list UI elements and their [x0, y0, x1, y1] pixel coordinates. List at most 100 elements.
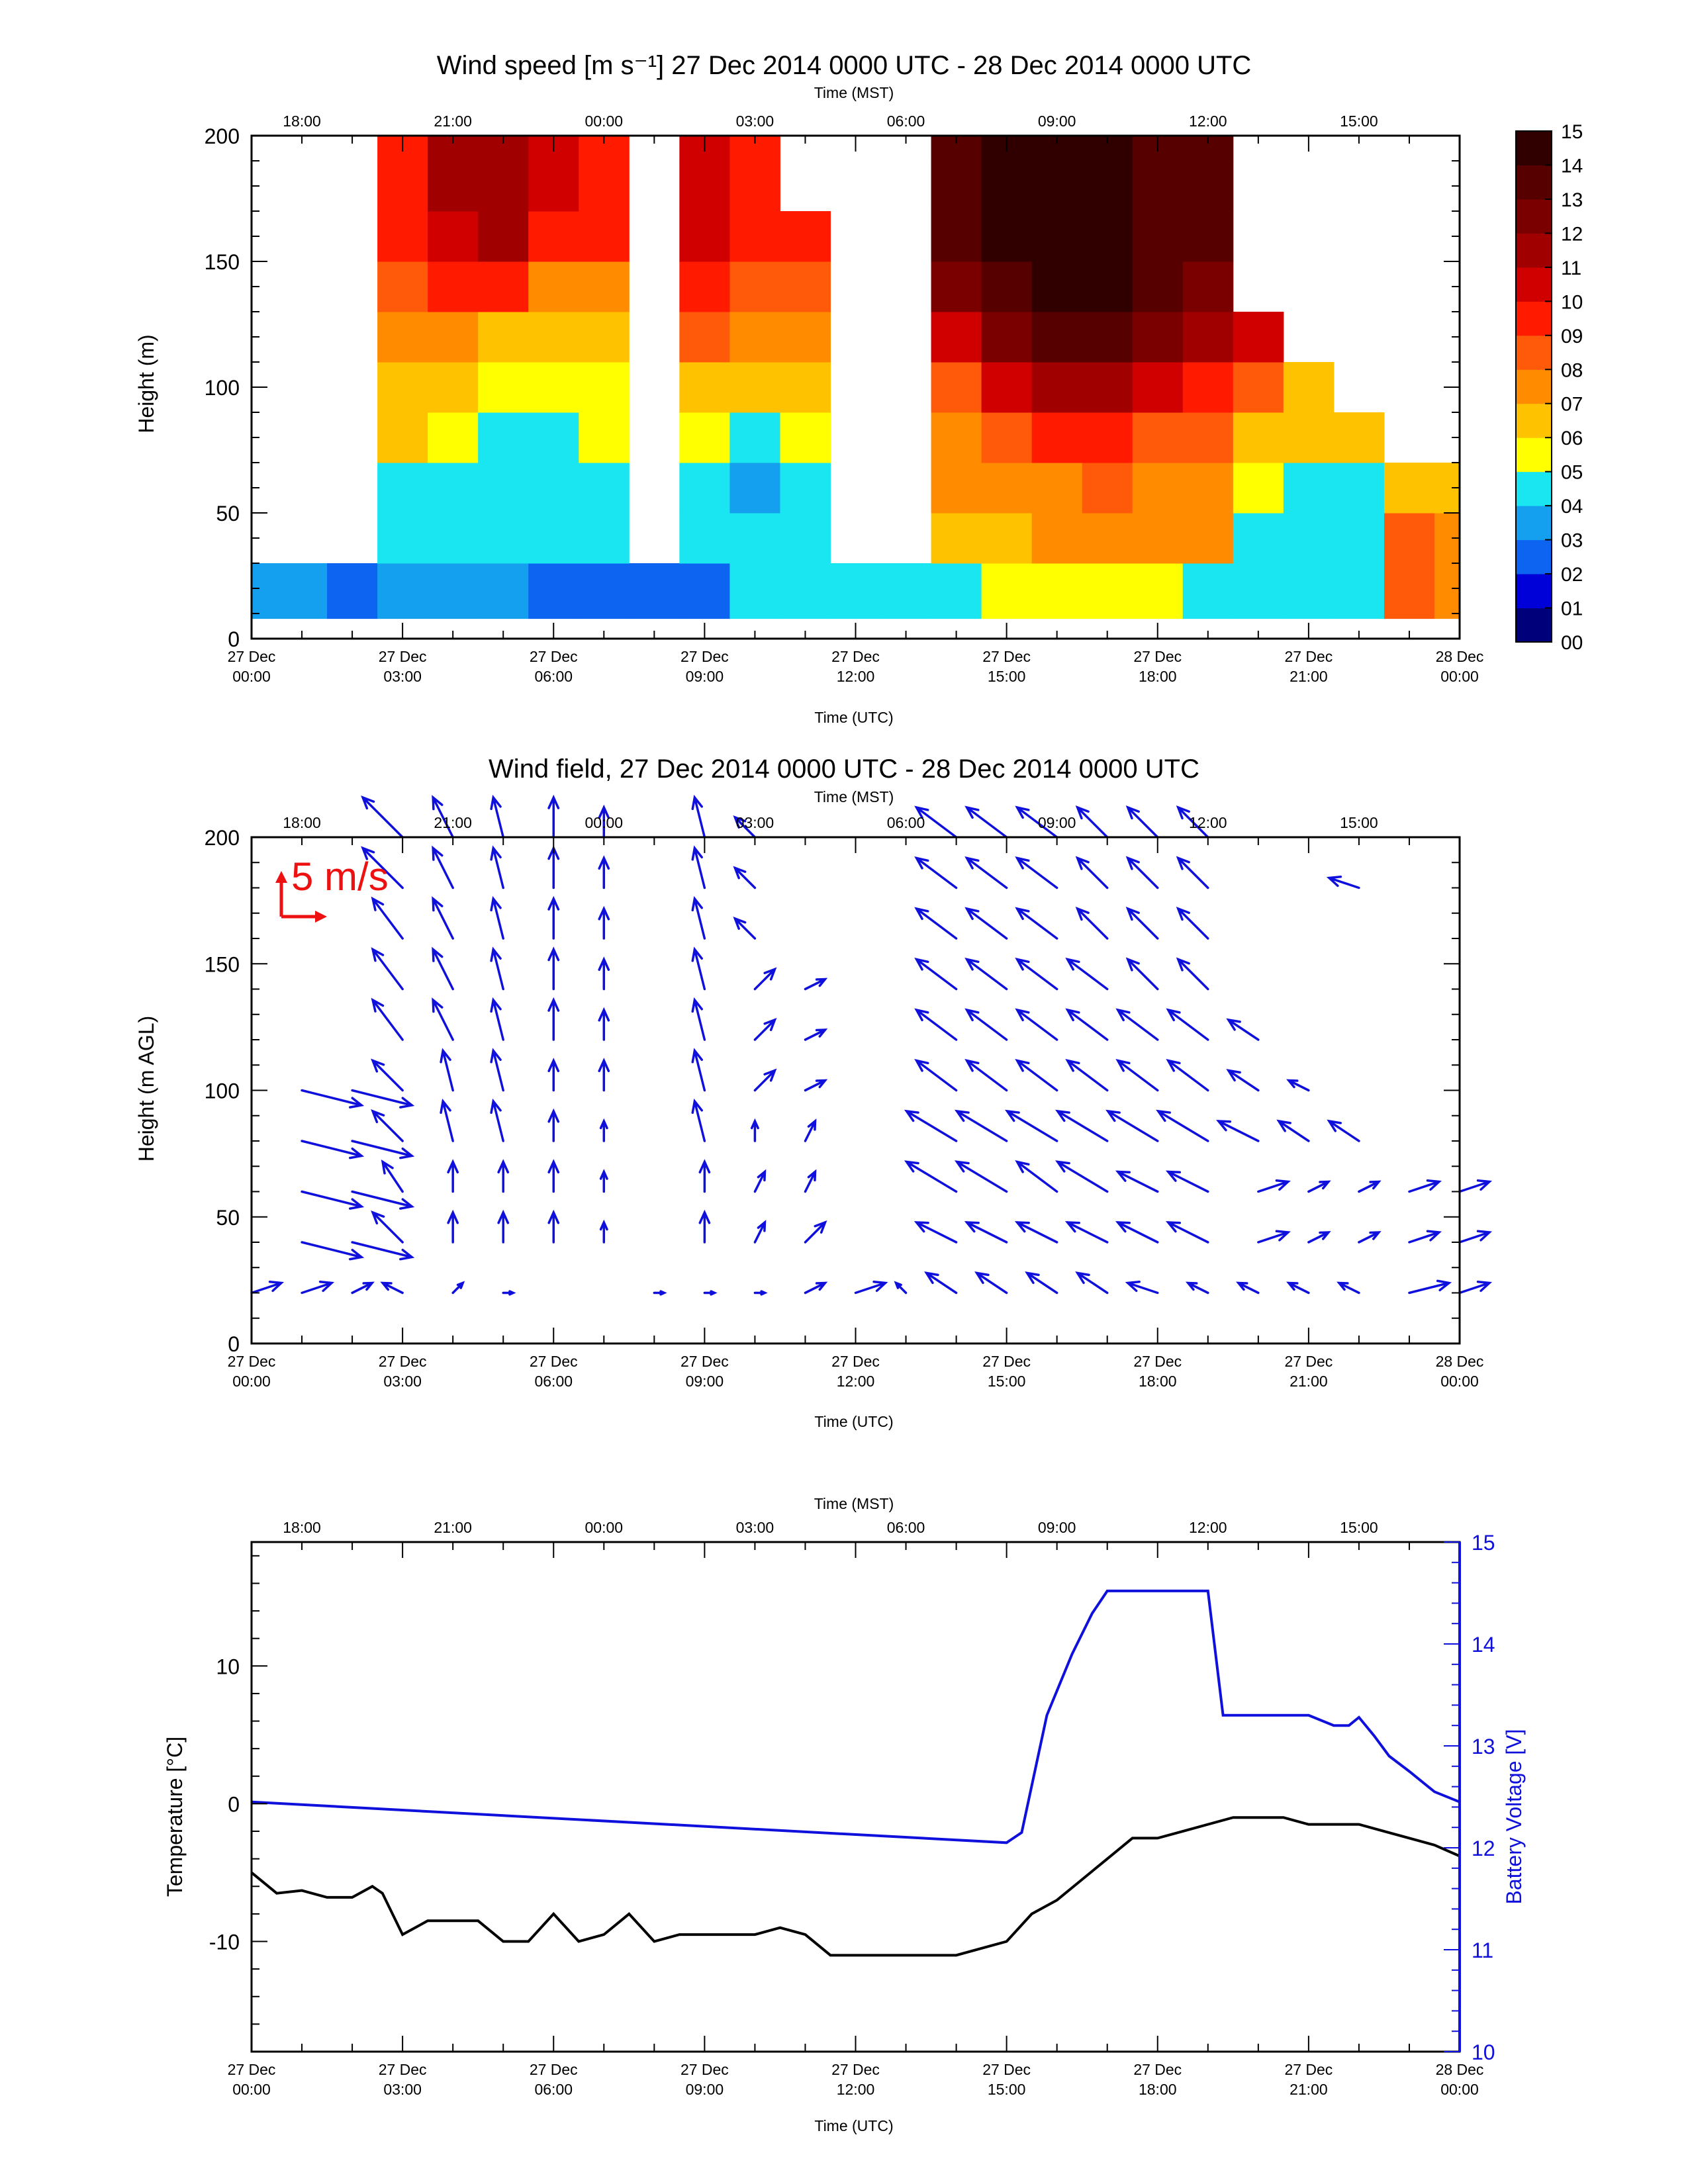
wind-vector — [497, 1159, 510, 1193]
voltage-tick-label: 11 — [1472, 1938, 1493, 1962]
wind-vector — [691, 895, 706, 940]
colorbar-frame — [1515, 130, 1552, 643]
speed-cell — [1233, 362, 1284, 413]
wind-vector — [1226, 1069, 1260, 1092]
speed-cell — [1182, 211, 1234, 262]
top-tick-label: 12:00 — [1189, 814, 1227, 831]
speed-cell — [981, 211, 1033, 262]
wind-vector — [753, 1290, 768, 1296]
wind-vector — [1115, 1058, 1159, 1092]
speed-cell — [1082, 513, 1133, 564]
wind-vector — [1236, 1281, 1260, 1295]
top-tick-label: 03:00 — [736, 814, 774, 831]
x-tick-label-day: 27 Dec — [1284, 2061, 1333, 2078]
wind-vector — [691, 845, 706, 889]
colorbar-label: 07 — [1561, 394, 1583, 416]
colorbar-swatch — [1516, 403, 1552, 438]
speed-cell — [1182, 513, 1234, 564]
speed-cell — [729, 312, 780, 363]
wind-vector — [371, 1058, 404, 1092]
wind-vector — [351, 1140, 415, 1160]
speed-cell — [528, 261, 579, 312]
colorbar-label: 08 — [1561, 359, 1583, 381]
wind-vector — [691, 1048, 706, 1092]
wind-vector — [691, 1098, 706, 1142]
speed-cell — [931, 261, 982, 312]
wind-vector — [1408, 1279, 1452, 1295]
wind-vector — [432, 946, 454, 991]
speed-cell — [679, 211, 730, 262]
speed-cell — [679, 513, 730, 564]
wind-field-ylabel: Height (m AGL) — [134, 1016, 158, 1162]
wind-speed-panel: Wind speed [m s⁻¹] 27 Dec 2014 0000 UTC … — [134, 51, 1583, 726]
voltage-tick-label: 10 — [1472, 2040, 1495, 2064]
wind-vector — [1125, 957, 1159, 991]
colorbar-swatch — [1516, 437, 1552, 473]
temperature-voltage-panel: Time (MST) 27 Dec 00:00 27 Dec 03:00 27 Dec 0… — [163, 1495, 1526, 2134]
speed-cell — [1182, 362, 1234, 413]
top-tick-label: 06:00 — [887, 1519, 925, 1536]
speed-cell — [1233, 463, 1284, 514]
y-tick-label: 200 — [205, 124, 240, 148]
wind-vector — [1065, 1008, 1109, 1041]
x-tick-label-day: 27 Dec — [680, 2061, 729, 2078]
wind-vector — [547, 895, 560, 940]
top-tick-label: 21:00 — [434, 814, 472, 831]
plot-frame — [250, 1541, 1461, 2053]
temp-xlabel: Time (UTC) — [814, 2117, 893, 2134]
wind-vector — [371, 947, 404, 991]
wind-vector — [1165, 1170, 1209, 1193]
colorbar-label: 10 — [1561, 291, 1583, 313]
speed-cell — [1333, 513, 1385, 564]
wind-vector — [301, 1241, 365, 1261]
wind-vector — [804, 1028, 828, 1041]
wind-vector — [733, 815, 757, 839]
speed-cell — [528, 463, 579, 514]
speed-cell — [931, 563, 982, 619]
x-tick-label-time: 21:00 — [1289, 668, 1328, 685]
speed-cell — [1283, 463, 1335, 514]
wind-vector — [1307, 1231, 1331, 1244]
wind-vector — [1065, 1058, 1109, 1092]
wind-vector — [753, 1017, 777, 1041]
top-tick-label: 00:00 — [585, 814, 624, 831]
speed-cell — [931, 412, 982, 463]
wind-vector — [753, 967, 777, 991]
wind-vector — [490, 845, 504, 889]
top-tick-label: 18:00 — [283, 1519, 321, 1536]
wind-vector — [1025, 1271, 1058, 1295]
colorbar-swatch — [1516, 574, 1552, 609]
speed-cell — [1082, 463, 1133, 514]
wind-vector — [964, 805, 1008, 839]
wind-vector — [1286, 1079, 1310, 1092]
speed-cell — [780, 412, 831, 463]
x-tick-label-day: 27 Dec — [530, 1353, 578, 1370]
wind-vector — [599, 1118, 608, 1142]
x-tick-label-day: 27 Dec — [228, 1353, 276, 1370]
wind-vector — [698, 1209, 711, 1244]
wind-vector — [1075, 906, 1109, 940]
wind-vector — [753, 1068, 777, 1092]
wind-vector — [432, 997, 454, 1041]
wind-vector — [451, 1281, 465, 1295]
speed-cell — [1031, 161, 1083, 212]
colorbar-swatch — [1516, 369, 1552, 404]
wind-vector — [301, 1280, 335, 1295]
speed-cell — [377, 563, 428, 619]
speed-cell — [981, 261, 1033, 312]
wind-vector — [924, 1271, 958, 1295]
wind-vector — [1115, 1221, 1159, 1244]
top-tick-label: 00:00 — [585, 113, 624, 130]
top-tick-label: 15:00 — [1340, 1519, 1378, 1536]
wind-vector — [1326, 875, 1360, 889]
x-tick-label-time: 03:00 — [383, 2081, 422, 2098]
speed-cell — [1434, 563, 1460, 619]
temperature-line — [250, 1816, 1460, 1957]
x-tick-label-time: 12:00 — [837, 2081, 875, 2098]
wind-vector — [964, 1008, 1008, 1041]
wind-vector — [490, 1098, 504, 1142]
wind-vector — [733, 866, 757, 889]
speed-cell — [478, 211, 529, 262]
voltage-tick-label: 15 — [1472, 1531, 1495, 1555]
